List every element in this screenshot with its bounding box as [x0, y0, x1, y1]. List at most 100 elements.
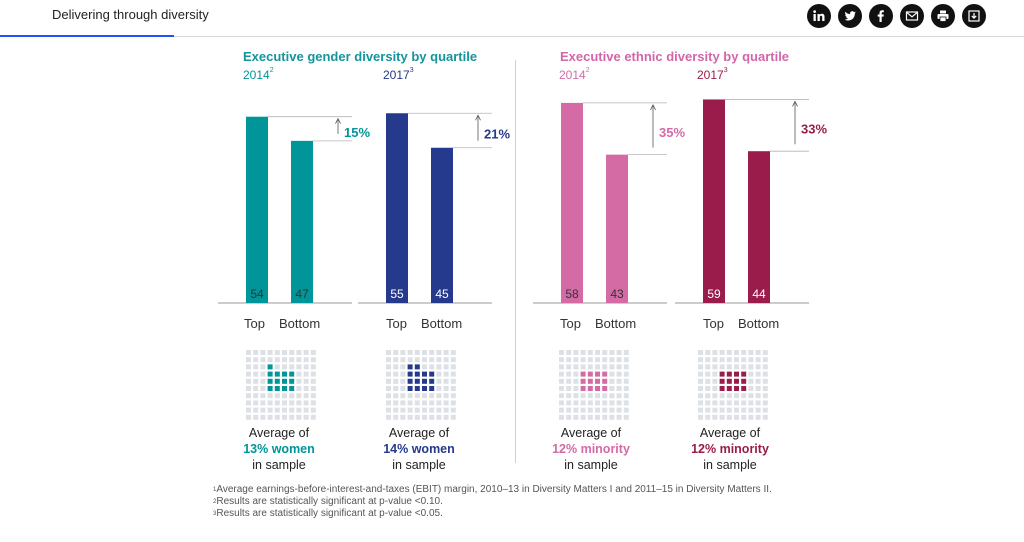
waffle-cell	[407, 407, 413, 413]
waffle-cell	[246, 414, 251, 420]
waffle-cell	[303, 378, 309, 384]
waffle-cell	[587, 407, 593, 413]
waffle-cell	[602, 364, 608, 370]
waffle-cell	[741, 400, 747, 406]
waffle-cell	[595, 407, 600, 413]
waffle-cell	[422, 364, 427, 370]
waffle-cell	[253, 393, 259, 399]
waffle-cell	[705, 378, 711, 384]
footnote-2: 2Results are statistically significant a…	[213, 496, 443, 507]
waffle-cell	[726, 400, 732, 406]
waffle-cell	[573, 386, 579, 391]
waffle-cell	[267, 378, 273, 384]
waffle-cell	[407, 414, 413, 420]
waffle-cell	[726, 350, 732, 355]
waffle-cell	[705, 357, 711, 363]
waffle-cell	[595, 350, 600, 355]
gender-panel-title: Executive gender diversity by quartile	[243, 49, 478, 64]
print-icon[interactable]	[931, 4, 955, 28]
waffle-cell	[282, 393, 287, 399]
waffle-cell	[712, 386, 718, 391]
waffle-cell	[443, 386, 449, 391]
waffle-cell	[559, 378, 564, 384]
waffle-cell	[289, 407, 295, 413]
waffle-cell	[393, 400, 399, 406]
waffle-cell	[559, 400, 564, 406]
waffle-cell	[623, 400, 629, 406]
arrow-head	[792, 100, 798, 107]
waffle-cell	[616, 371, 622, 377]
waffle-cell	[705, 400, 711, 406]
waffle-cell	[274, 364, 280, 370]
waffle-cell	[289, 400, 295, 406]
waffle-cell	[755, 357, 761, 363]
waffle-cell	[623, 407, 629, 413]
page-title: Delivering through diversity	[52, 7, 209, 22]
waffle-cell	[443, 371, 449, 377]
page-header: Delivering through diversity	[0, 0, 1024, 38]
waffle-cell	[260, 350, 266, 355]
waffle-cell	[253, 378, 259, 384]
linkedin-icon[interactable]	[807, 4, 831, 28]
waffle-cell	[436, 400, 442, 406]
waffle-cell	[755, 407, 761, 413]
waffle-cell	[436, 378, 442, 384]
waffle-cell	[429, 350, 435, 355]
waffle-cell	[762, 386, 768, 391]
waffle-cell	[741, 414, 747, 420]
waffle-cell	[289, 393, 295, 399]
waffle-cell	[566, 407, 572, 413]
waffle-cell	[267, 407, 273, 413]
waffle-cell	[587, 414, 593, 420]
twitter-icon[interactable]	[838, 4, 862, 28]
download-icon[interactable]	[962, 4, 986, 28]
waffle-cell	[698, 393, 703, 399]
waffle-cell	[386, 357, 391, 363]
waffle-cell	[400, 386, 406, 391]
waffle-cell	[595, 371, 600, 377]
waffle-cell	[719, 371, 725, 377]
waffle-cell	[274, 350, 280, 355]
waffle-cell	[741, 371, 747, 377]
waffle-cell	[566, 350, 572, 355]
waffle-cell	[755, 364, 761, 370]
waffle-cell	[267, 386, 273, 391]
waffle-cell	[748, 393, 754, 399]
waffle-cell	[443, 400, 449, 406]
waffle-cell	[429, 386, 435, 391]
waffle-cell	[741, 378, 747, 384]
category-label-top: Top	[386, 316, 407, 331]
waffle-cell	[762, 371, 768, 377]
facebook-icon[interactable]	[869, 4, 893, 28]
email-icon[interactable]	[900, 4, 924, 28]
waffle-cell	[422, 371, 427, 377]
waffle-cell	[580, 371, 586, 377]
waffle-cell	[734, 386, 739, 391]
waffle-cell	[623, 364, 629, 370]
waffle-cell	[741, 393, 747, 399]
waffle-cell	[386, 400, 391, 406]
waffle-cell	[407, 400, 413, 406]
waffle-cell	[429, 371, 435, 377]
waffle-cell	[762, 400, 768, 406]
waffle-cell	[303, 400, 309, 406]
waffle-cell	[712, 414, 718, 420]
bar-top	[561, 102, 583, 304]
waffle-cell	[712, 371, 718, 377]
waffle-cell	[450, 371, 456, 377]
waffle-cell	[719, 386, 725, 391]
waffle-cell	[450, 386, 456, 391]
footnotes: 1Average earnings-before-interest-and-ta…	[213, 484, 813, 520]
waffle-cell	[289, 386, 295, 391]
waffle-cell	[580, 378, 586, 384]
waffle-cell	[407, 350, 413, 355]
waffle-cell	[282, 400, 287, 406]
waffle-cell	[253, 350, 259, 355]
waffle-cell	[573, 378, 579, 384]
waffle-cell	[698, 407, 703, 413]
waffle-cell	[616, 378, 622, 384]
waffle-cell	[303, 393, 309, 399]
waffle-cell	[450, 400, 456, 406]
waffle-cell	[310, 371, 316, 377]
waffle-cell	[443, 393, 449, 399]
